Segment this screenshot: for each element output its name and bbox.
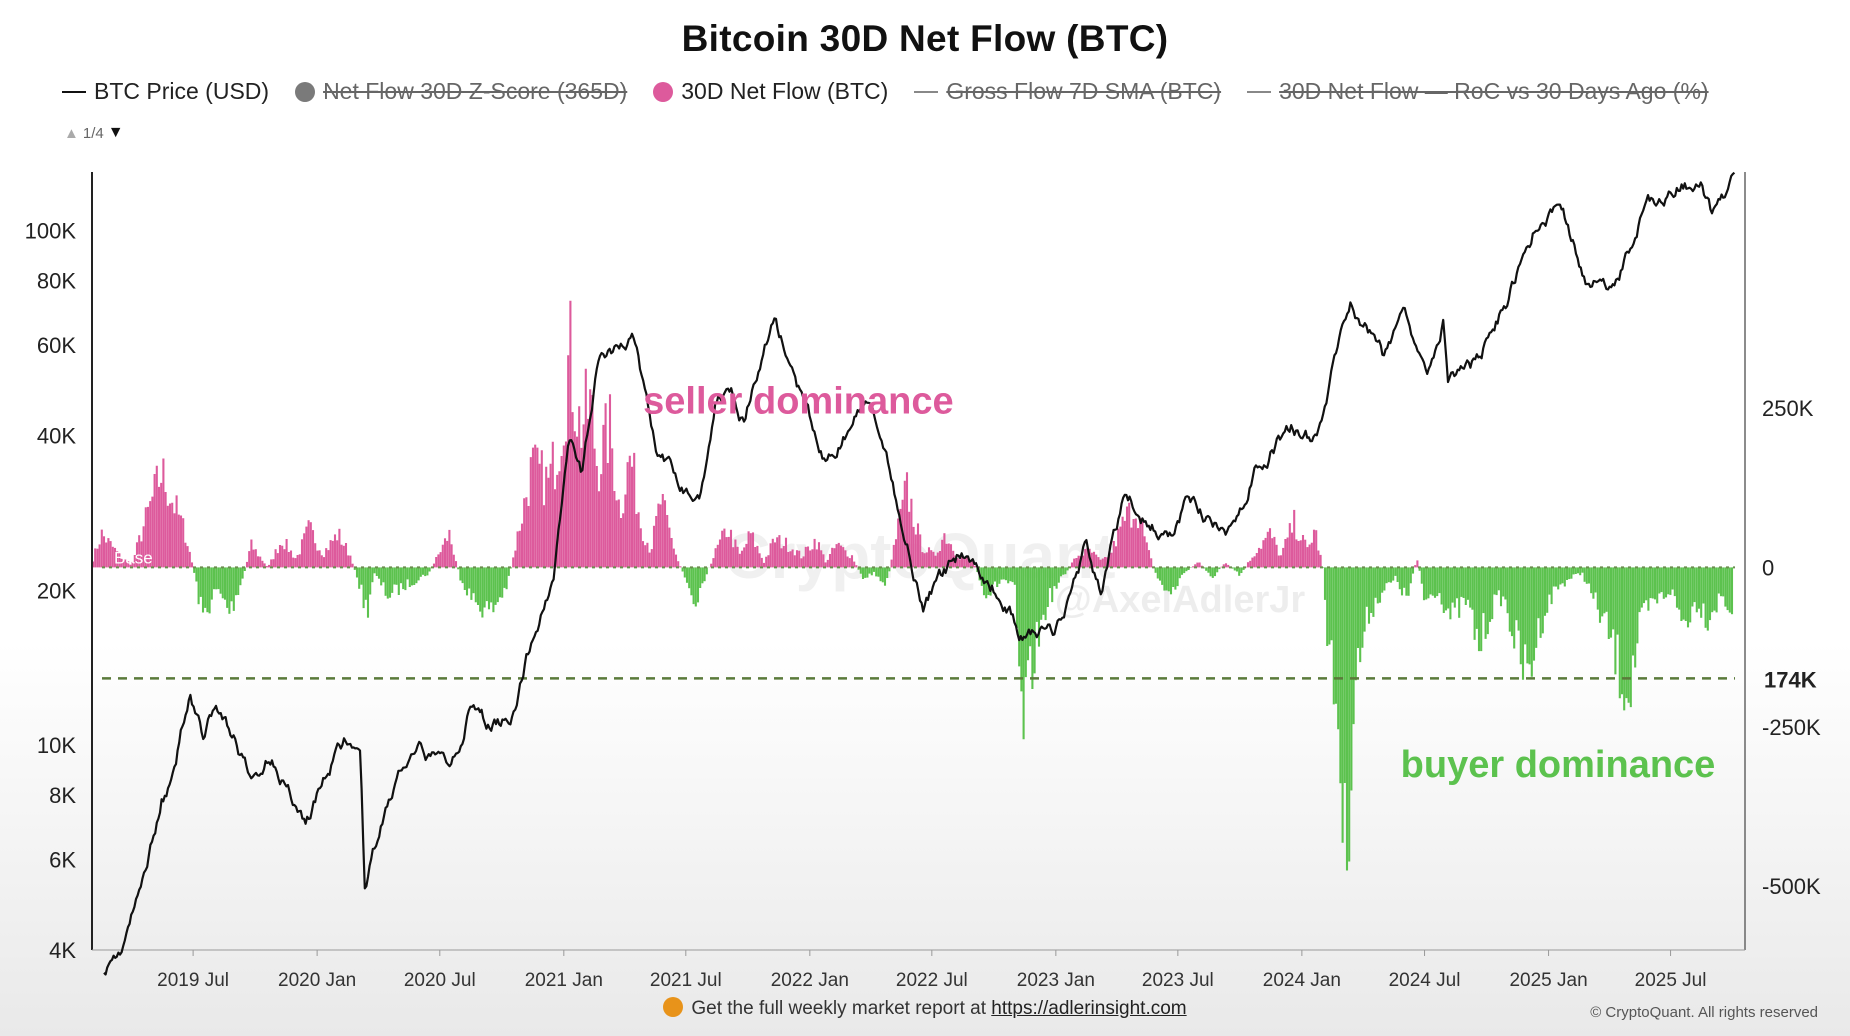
x-tick-label: 2023 Jan [1017,970,1095,991]
left-tick-label: 10K [37,733,76,758]
x-tick-label: 2019 Jul [157,970,229,991]
left-tick-label: 6K [49,847,76,872]
left-tick-label: 8K [49,783,76,808]
legend-item-roc[interactable]: 30D Net Flow — RoC vs 30 Days Ago (%) [1247,78,1709,105]
left-tick-label: 20K [37,578,76,603]
left-tick-label: 40K [37,423,76,448]
x-tick-label: 2023 Jul [1142,970,1214,991]
seller-dominance-label: seller dominance [643,381,953,423]
legend-label: Net Flow 30D Z-Score (365D) [323,78,628,104]
x-tick-label: 2020 Jul [404,970,476,991]
page-up-icon[interactable]: ▲ [64,124,79,142]
x-tick-label: 2024 Jul [1389,970,1461,991]
legend-label: BTC Price (USD) [94,78,270,104]
x-tick-label: 2020 Jan [278,970,356,991]
left-tick-label: 60K [37,333,76,358]
x-tick-label: 2025 Jan [1509,970,1587,991]
copyright-text: © CryptoQuant. All rights reserved [1590,1004,1818,1021]
report-link[interactable]: https://adlerinsight.com [991,998,1187,1019]
line-swatch-icon [1247,90,1272,93]
axes-layer: Base [91,172,1746,956]
legend-page-indicator: 1/4 [82,124,104,142]
legend-label: 30D Net Flow (BTC) [681,78,889,104]
buyer-dominance-label: buyer dominance [1401,744,1716,786]
baseline-label: Base [114,548,153,567]
x-tick-label: 2021 Jan [525,970,603,991]
legend-pager: ▲ 1/4 ▼ [64,124,124,142]
dot-swatch-icon [653,81,674,102]
dot-swatch-icon [295,81,316,102]
legend-item-btc-price[interactable]: BTC Price (USD) [62,78,269,105]
line-swatch-icon [914,90,939,93]
legend-item-zscore[interactable]: Net Flow 30D Z-Score (365D) [295,78,627,105]
legend-item-gross-flow[interactable]: Gross Flow 7D SMA (BTC) [914,78,1221,105]
legend-item-net-flow[interactable]: 30D Net Flow (BTC) [653,78,888,105]
left-tick-label: 80K [37,269,76,294]
right-tick-label: -500K [1762,874,1821,899]
btc-price-line [103,171,1736,976]
x-tick-label: 2022 Jul [896,970,968,991]
legend-label: Gross Flow 7D SMA (BTC) [946,78,1222,104]
chart-legend: BTC Price (USD) Net Flow 30D Z-Score (36… [62,78,1709,105]
labels-layer: 4K 6K 8K 10K 20K 40K 60K 80K 100K 250K 0 -250K -500K… [25,219,1821,991]
right-tick-label: -250K [1762,715,1821,740]
watermark-text: @AxelAdlerJr [1055,579,1306,621]
left-tick-label: 100K [25,219,77,244]
footer-note-text: Get the full weekly market report at [691,998,986,1019]
left-tick-label: 4K [49,938,76,963]
line-swatch-icon [62,90,86,93]
x-tick-label: 2022 Jan [771,970,849,991]
page-down-icon[interactable]: ▼ [107,124,124,141]
chart-title: Bitcoin 30D Net Flow (BTC) [681,18,1169,59]
coin-icon [663,997,684,1017]
x-tick-label: 2025 Jul [1635,970,1707,991]
footer-note: Get the full weekly market report at htt… [0,997,1850,1020]
legend-label: 30D Net Flow — RoC vs 30 Days Ago (%) [1279,78,1709,104]
price-line-layer [103,171,1736,976]
threshold-label: 174K [1764,667,1817,692]
x-tick-label: 2021 Jul [650,970,722,991]
right-tick-label: 0 [1762,555,1774,580]
x-tick-label: 2024 Jan [1263,970,1341,991]
right-tick-label: 250K [1762,396,1814,421]
